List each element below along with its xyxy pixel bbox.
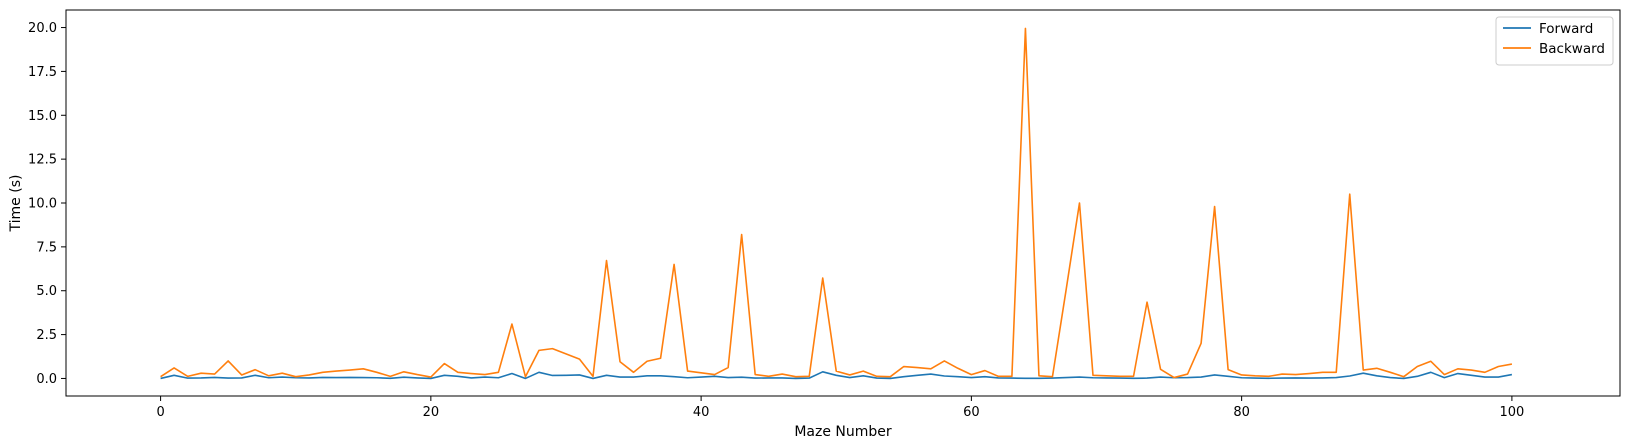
x-tick-label: 20 [423, 405, 440, 420]
legend-frame [1495, 16, 1614, 66]
series-line-backward [160, 27, 1513, 379]
legend: Forward Backward [1495, 16, 1614, 66]
y-tick-label: 0.0 [36, 372, 57, 387]
x-tick-label: 40 [693, 405, 710, 420]
x-tick-label: 100 [1499, 405, 1524, 420]
y-tick-label: 20.0 [28, 21, 57, 36]
y-tick-label: 5.0 [36, 284, 57, 299]
y-axis: 0.0 2.5 5.0 7.5 10.0 12.5 15.0 17.5 20.0 [28, 21, 66, 387]
x-axis-label: Maze Number [794, 424, 892, 440]
y-axis-label: Time (s) [8, 175, 24, 233]
y-tick-label: 7.5 [36, 240, 57, 255]
y-tick-label: 15.0 [28, 109, 57, 124]
series-line-forward [160, 370, 1513, 380]
legend-label-forward: Forward [1539, 21, 1593, 37]
y-tick-label: 17.5 [28, 65, 57, 80]
series-layer [160, 27, 1513, 380]
x-tick-label: 0 [156, 405, 164, 420]
x-tick-label: 60 [963, 405, 980, 420]
y-tick-label: 12.5 [28, 153, 57, 168]
y-tick-label: 10.0 [28, 197, 57, 212]
legend-label-backward: Backward [1539, 41, 1605, 57]
x-axis: 0 20 40 60 80 100 [156, 396, 1524, 420]
y-tick-label: 2.5 [36, 328, 57, 343]
x-tick-label: 80 [1233, 405, 1250, 420]
